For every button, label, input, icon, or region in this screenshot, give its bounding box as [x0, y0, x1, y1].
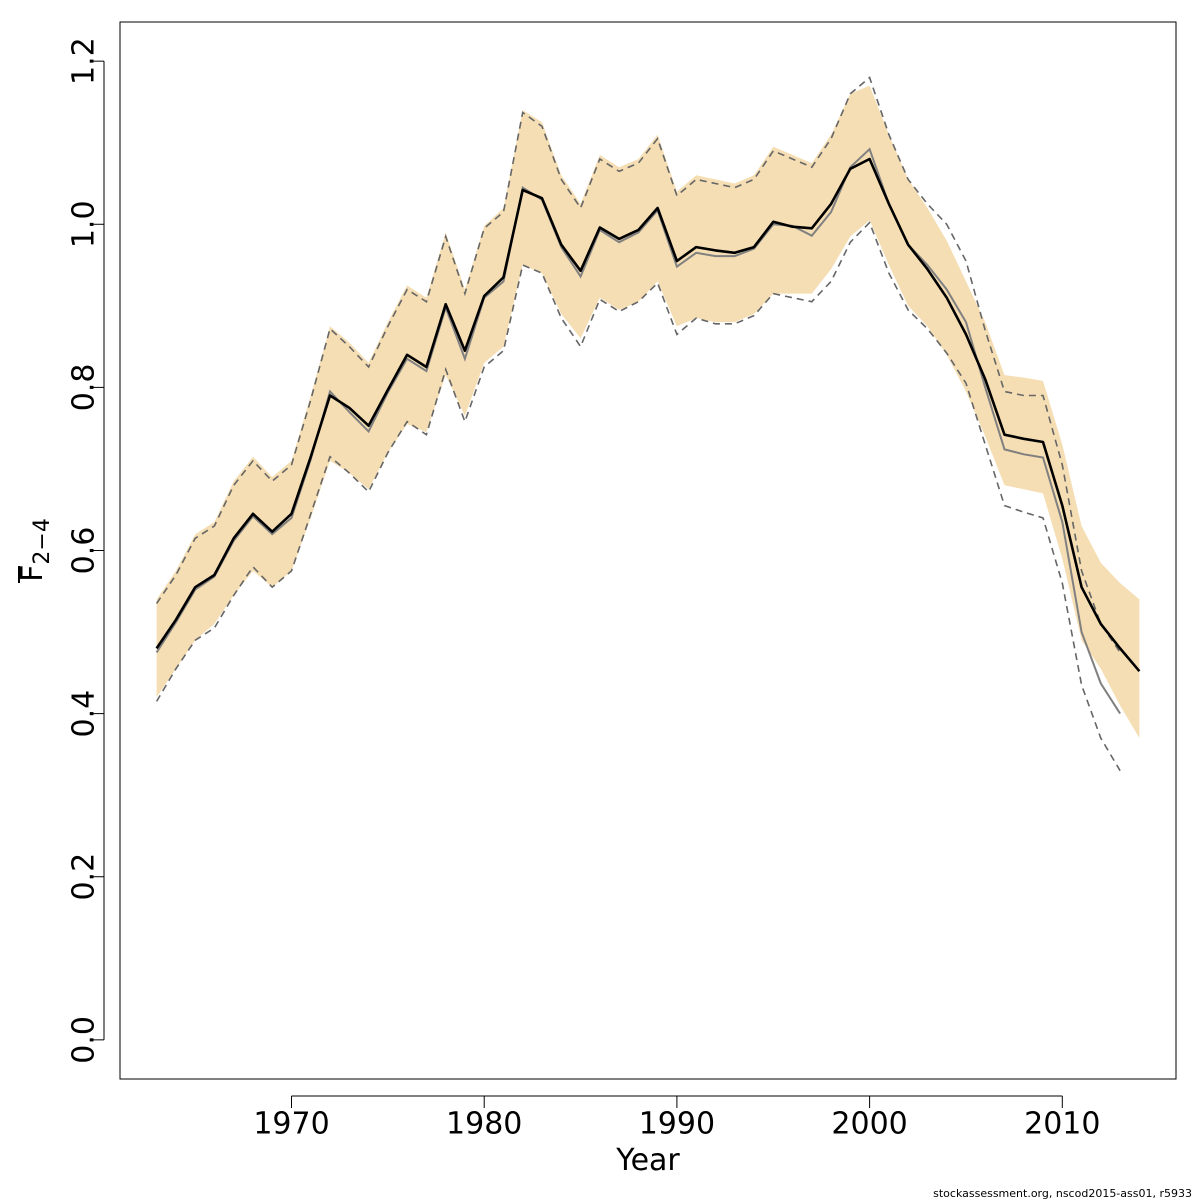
- y-tick-label: 1.2: [67, 37, 102, 85]
- confidence-band: [156, 85, 1140, 739]
- previous-ci-upper-line: [155, 76, 1121, 653]
- current-estimate-line: [155, 157, 1141, 673]
- y-tick-label: 0.4: [67, 690, 102, 738]
- svg-text:F2−4: F2−4: [15, 518, 55, 582]
- y-axis-title: F2−4: [15, 518, 55, 583]
- x-axis: 1970 1980 1990 2000 2010: [253, 1095, 1100, 1142]
- y-tick-label: 1.0: [67, 200, 102, 248]
- y-tick-label: 0.6: [67, 527, 102, 575]
- plot-area: [155, 76, 1141, 772]
- plot-frame: [119, 21, 1177, 1080]
- x-tick-label: 2000: [831, 1107, 907, 1142]
- y-axis-title-main: F: [15, 565, 50, 582]
- x-tick-label: 1970: [253, 1107, 329, 1142]
- footer-credit: stockassessment.org, nscod2015-ass01, r5…: [933, 1187, 1192, 1200]
- x-tick-label: 2010: [1024, 1107, 1100, 1142]
- y-axis: 0.0 0.2 0.4 0.6 0.8 1.0 1.2: [67, 37, 105, 1064]
- y-axis-title-subscript: 2−4: [30, 518, 55, 564]
- x-axis-title: Year: [615, 1143, 680, 1178]
- y-tick-label: 0.2: [67, 853, 102, 901]
- y-tick-label: 0.8: [67, 364, 102, 412]
- y-tick-label: 0.0: [67, 1016, 102, 1064]
- previous-ci-lower-line: [155, 221, 1121, 772]
- x-tick-label: 1980: [446, 1107, 522, 1142]
- x-tick-label: 1990: [639, 1107, 715, 1142]
